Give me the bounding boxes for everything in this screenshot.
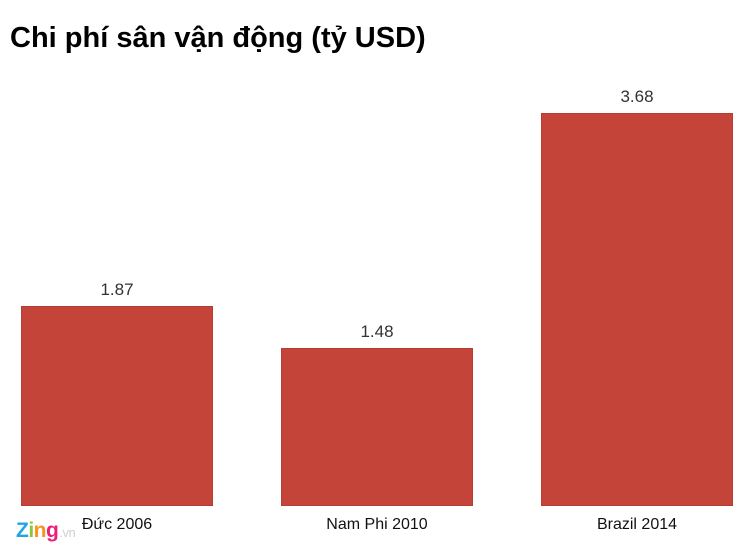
zing-logo: Zing.vn xyxy=(16,519,76,542)
category-label: Brazil 2014 xyxy=(596,516,678,533)
value-label: 1.87 xyxy=(100,280,134,299)
value-label: 3.68 xyxy=(620,87,654,106)
category-label: Đức 2006 xyxy=(81,516,153,533)
bar xyxy=(21,306,213,506)
value-label: 1.48 xyxy=(360,322,394,341)
bar xyxy=(281,348,473,506)
chart-title: Chi phí sân vận động (tỷ USD) xyxy=(10,22,426,54)
bar xyxy=(541,113,733,506)
category-label: Nam Phi 2010 xyxy=(326,516,428,533)
